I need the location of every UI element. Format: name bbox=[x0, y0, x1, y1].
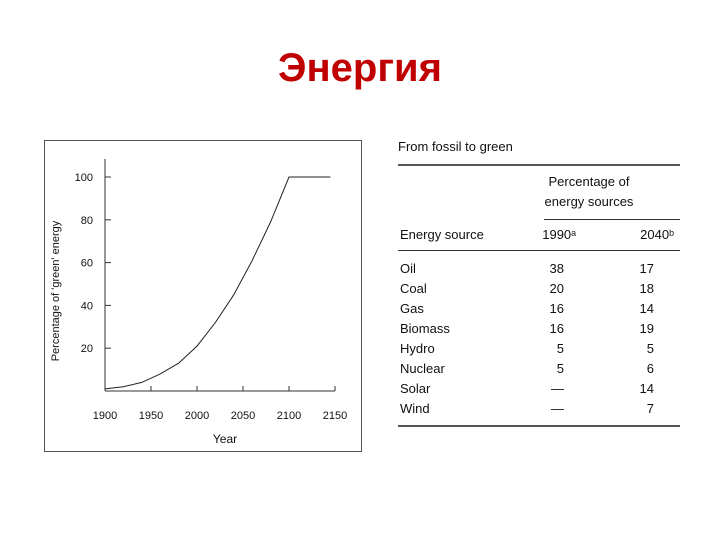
x-tick-label: 2150 bbox=[323, 410, 347, 422]
x-tick-label: 1950 bbox=[139, 410, 163, 422]
chart-svg: 20 40 60 80 100 1900 1950 2000 2050 2100 2150 Perc… bbox=[50, 159, 347, 446]
percentage-header-line1: Percentage of bbox=[548, 174, 630, 189]
row-value-1990: 5 bbox=[556, 341, 564, 356]
table-row: Wind — 7 bbox=[398, 399, 680, 419]
table-row: Nuclear 5 6 bbox=[398, 359, 680, 379]
row-energy-source: Coal bbox=[400, 281, 427, 296]
row-value-1990: 38 bbox=[549, 261, 564, 276]
row-value-2040: 14 bbox=[639, 301, 654, 316]
row-energy-source: Wind bbox=[400, 401, 430, 416]
x-axis-label: Year bbox=[213, 432, 237, 446]
row-energy-source: Oil bbox=[400, 261, 416, 276]
table-row: Biomass 16 19 bbox=[398, 319, 680, 339]
x-tick-label: 2000 bbox=[185, 410, 209, 422]
row-value-2040: 18 bbox=[639, 281, 654, 296]
y-tick-label: 60 bbox=[81, 258, 93, 270]
y-tick-label: 80 bbox=[81, 215, 93, 227]
series-line bbox=[104, 176, 331, 390]
x-tick-label: 2100 bbox=[277, 410, 301, 422]
row-value-1990: 20 bbox=[549, 281, 564, 296]
table-row: Gas 16 14 bbox=[398, 299, 680, 319]
y-axis-label: Percentage of 'green' energy bbox=[50, 220, 62, 361]
row-value-2040: 14 bbox=[639, 381, 654, 396]
col-2040: 2040ᵇ bbox=[640, 227, 674, 242]
percentage-header: Percentage of energy sources bbox=[514, 172, 664, 212]
x-tick-label: 2050 bbox=[231, 410, 255, 422]
row-value-1990: 16 bbox=[549, 321, 564, 336]
row-value-1990: — bbox=[551, 381, 564, 396]
col-energy-source: Energy source bbox=[400, 227, 484, 242]
table-column-headers: Energy source 1990ᵃ 2040ᵇ bbox=[398, 220, 680, 250]
row-energy-source: Biomass bbox=[400, 321, 450, 336]
y-tick-label: 100 bbox=[75, 172, 93, 184]
y-tick-label: 40 bbox=[81, 300, 93, 312]
green-energy-chart: 20 40 60 80 100 1900 1950 2000 2050 2100 2150 Perc… bbox=[44, 140, 362, 452]
x-tick-label: 1900 bbox=[93, 410, 117, 422]
row-value-1990: — bbox=[551, 401, 564, 416]
row-value-1990: 5 bbox=[556, 361, 564, 376]
table-body: Oil 38 17 Coal 20 18 Gas 16 14 Biomass 16 19 Hydro 5 5… bbox=[398, 251, 680, 419]
table-row: Hydro 5 5 bbox=[398, 339, 680, 359]
table-bottom-rule bbox=[398, 425, 680, 427]
energy-sources-table: From fossil to green Percentage of energ… bbox=[398, 136, 680, 427]
table-row: Solar — 14 bbox=[398, 379, 680, 399]
percentage-header-line2: energy sources bbox=[544, 194, 634, 209]
row-value-2040: 17 bbox=[639, 261, 654, 276]
col-1990: 1990ᵃ bbox=[542, 227, 576, 242]
row-energy-source: Gas bbox=[400, 301, 424, 316]
header-bottom-rule bbox=[398, 250, 680, 251]
row-energy-source: Solar bbox=[400, 381, 431, 396]
table-row: Oil 38 17 bbox=[398, 259, 680, 279]
row-value-2040: 5 bbox=[646, 341, 654, 356]
table-title: From fossil to green bbox=[398, 139, 513, 154]
table-group-header: Percentage of energy sources bbox=[398, 166, 680, 220]
group-header-rule bbox=[544, 219, 680, 220]
row-value-2040: 19 bbox=[639, 321, 654, 336]
row-value-1990: 16 bbox=[549, 301, 564, 316]
slide-title: Энергия bbox=[278, 46, 442, 90]
row-value-2040: 7 bbox=[646, 401, 654, 416]
table-top-rule bbox=[398, 164, 680, 166]
y-tick-label: 20 bbox=[81, 343, 93, 355]
row-energy-source: Hydro bbox=[400, 341, 435, 356]
row-energy-source: Nuclear bbox=[400, 361, 445, 376]
row-value-2040: 6 bbox=[646, 361, 654, 376]
table-row: Coal 20 18 bbox=[398, 279, 680, 299]
